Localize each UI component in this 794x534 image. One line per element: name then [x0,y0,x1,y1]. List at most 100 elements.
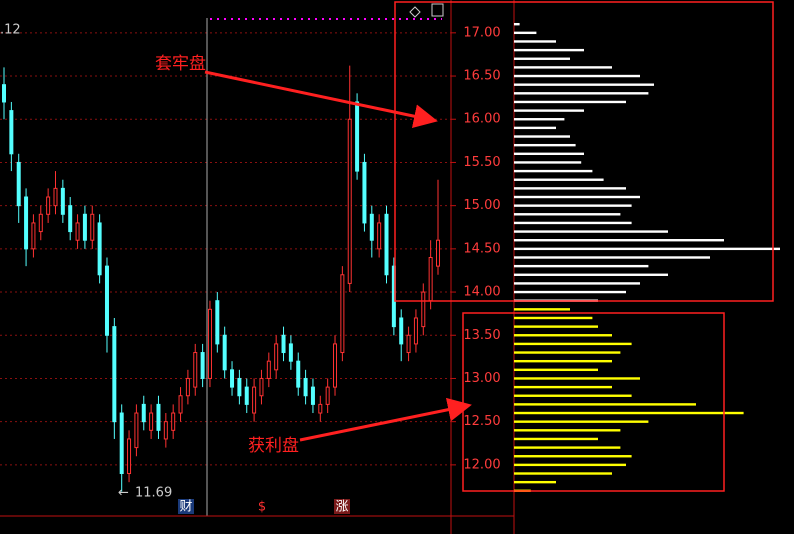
chip-bar [514,394,632,397]
chip-bar [514,169,593,173]
candle-body [24,196,29,250]
chip-bar [514,351,621,354]
y-tick-label: 12.00 [463,457,500,472]
chip-bar [514,31,537,35]
marker[interactable]: 涨 [335,500,348,515]
candle-body [75,222,80,241]
chip-bar [514,368,598,372]
chip-bar [514,187,626,190]
chip-bar [514,429,621,432]
candle-body [428,256,433,302]
chip-bar [514,273,668,276]
y-tick-label: 12.50 [463,414,500,429]
chip-bar [514,446,621,449]
chip-bar [514,420,649,423]
chip-bar [514,334,612,337]
y-tick-label: 14.50 [463,241,500,256]
chip-bar [514,204,632,207]
chip-bar [514,437,598,441]
candle-body [193,352,198,388]
chip-bar [514,195,640,199]
chip-bar [514,359,612,363]
candle-body [436,239,440,267]
candle-body [347,118,352,284]
chip-bar [514,213,621,216]
marker[interactable]: 财 [179,500,192,515]
chip-bar [514,316,593,320]
candle-body [9,110,14,155]
candle-body [310,386,315,405]
candle-body [340,274,345,354]
candle-body [127,438,132,475]
y-tick-label: 15.00 [463,198,500,213]
candle-body [362,161,367,224]
candle-body [325,386,330,405]
chip-bar [514,48,584,52]
candle-body [296,360,301,388]
candle-body [222,334,227,371]
candle-body [230,369,235,388]
chip-bar [514,92,649,95]
chip-bar [514,178,604,181]
chip-bar [514,247,780,251]
marker[interactable]: $ [258,500,266,515]
chip-bar [514,230,668,233]
y-tick-label: 16.50 [463,69,500,84]
candle-body [369,213,374,241]
candle-body [303,377,308,397]
candle-body [244,386,249,405]
candle-body [31,222,36,250]
candle-body [355,101,360,172]
y-tick-label: 14.00 [463,285,500,300]
candle-body [266,360,271,379]
chip-bar [514,40,556,43]
candle-body [413,317,418,345]
chip-bar [514,143,576,147]
candle-body [141,403,146,423]
chip-bar [514,325,598,328]
candle-body [288,343,293,362]
chip-bar [514,290,626,294]
candle-body [134,412,139,449]
chip-bar [514,256,710,259]
chip-bar [514,109,584,112]
chip-bar [514,221,632,225]
candle-body [112,326,117,423]
chip-bar [514,385,612,389]
candle-body [163,421,168,440]
chip-bar [514,118,565,121]
candle-body [333,343,338,388]
icon[interactable] [431,3,444,17]
chip-bar [514,342,632,346]
chip-bar [514,282,640,285]
chip-bar [514,411,744,415]
chip-bar [514,161,582,164]
chip-bar [514,308,570,311]
candle-body [90,213,95,241]
candle-body [399,317,404,345]
candle-body [53,187,58,207]
candle-body [82,213,87,241]
chip-bar [514,126,556,130]
chip-bar [514,22,520,26]
annotation: 套牢盘 [155,54,206,74]
annotation-arrow [299,397,472,442]
grid-layer: 12.00 12.50 13.00 13.50 14.00 14.50 15.00 15.50… [0,25,501,472]
low-arrow: ← [118,486,129,501]
chip-bar [514,57,570,60]
candle-body [171,412,176,431]
icon[interactable] [409,6,421,18]
candle-body [259,377,264,397]
candle-body [119,412,124,475]
marks-layer [2,22,780,492]
candle-body [16,161,21,207]
candle-body [215,300,220,345]
annotation: 获利盘 [248,436,299,456]
chip-bar [514,135,570,138]
chip-bar [514,74,640,78]
candle-body [237,377,242,397]
chip-bar [514,455,632,458]
candle-body [38,213,43,233]
candle-body [178,395,183,414]
candle-body [207,308,212,379]
